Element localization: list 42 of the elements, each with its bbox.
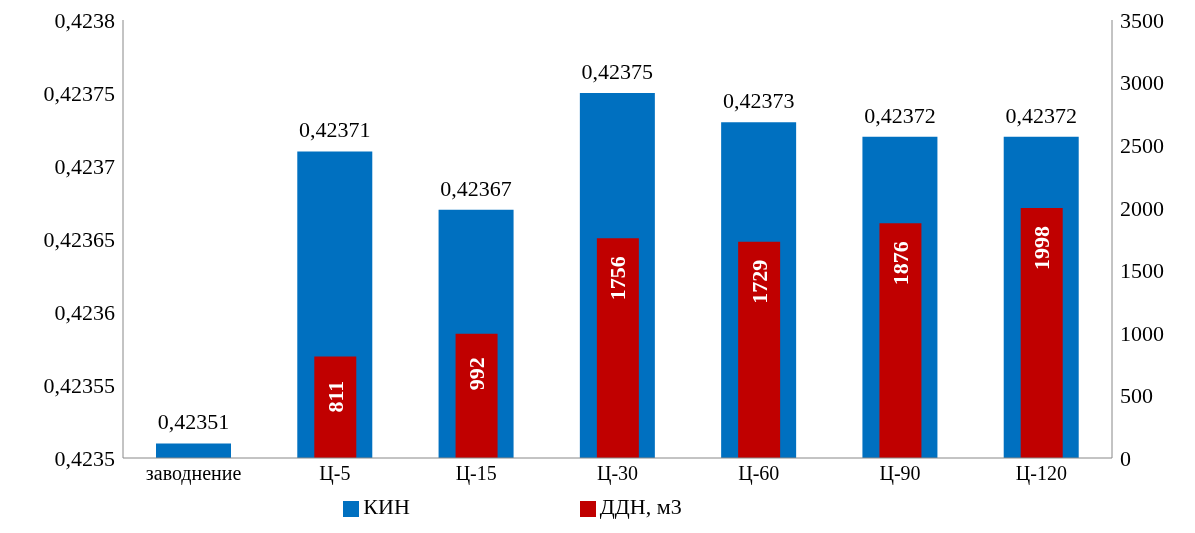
x-tick-label: Ц-90 (879, 462, 921, 486)
bar (455, 333, 498, 458)
y-tick-label: 0,4238 (54, 7, 115, 33)
data-label: 0,42371 (299, 117, 371, 143)
data-label: 811 (322, 380, 348, 413)
bar (314, 356, 357, 458)
data-label: 0,42375 (581, 59, 654, 84)
bar (596, 238, 639, 458)
data-label: 0,42372 (1005, 102, 1077, 128)
data-label: 0,42372 (864, 102, 936, 128)
bar (879, 223, 922, 458)
data-label: 1756 (605, 256, 631, 301)
y-tick-label: 0,4236 (54, 299, 115, 325)
x-tick-label: Ц-5 (319, 462, 351, 486)
y2-tick-label: 3000 (1120, 70, 1164, 96)
legend-label: КИН (363, 494, 410, 519)
x-tick-label: Ц-30 (596, 462, 639, 486)
y2-tick-label: 3500 (1120, 7, 1164, 33)
x-tick-label: Ц-120 (1015, 462, 1067, 486)
bar (738, 241, 781, 458)
data-label: 1876 (887, 241, 913, 286)
y2-tick-label: 1000 (1120, 320, 1164, 346)
data-label: 992 (464, 357, 490, 391)
x-tick-label: заводнение (145, 462, 242, 486)
data-label: 1729 (746, 259, 772, 304)
data-label: 0,42373 (722, 88, 795, 114)
y2-tick-label: 0 (1120, 445, 1131, 471)
y-tick-label: 0,4235 (54, 445, 115, 471)
y-tick-label: 0,42365 (43, 226, 115, 252)
y2-tick-label: 1500 (1120, 258, 1164, 284)
x-tick-label: Ц-15 (455, 462, 497, 486)
x-tick-label: Ц-60 (738, 462, 780, 486)
data-label: 0,42351 (157, 409, 230, 435)
y-tick-label: 0,42375 (43, 80, 115, 106)
legend-label: ДДН, м3 (599, 494, 682, 519)
y2-tick-label: 500 (1120, 383, 1153, 409)
y2-tick-label: 2000 (1120, 195, 1164, 221)
data-label: 1998 (1029, 225, 1055, 270)
y-tick-label: 0,4237 (54, 153, 115, 179)
y-tick-label: 0,42355 (43, 372, 115, 398)
y2-tick-label: 2500 (1120, 132, 1164, 158)
data-label: 0,42367 (440, 175, 512, 201)
